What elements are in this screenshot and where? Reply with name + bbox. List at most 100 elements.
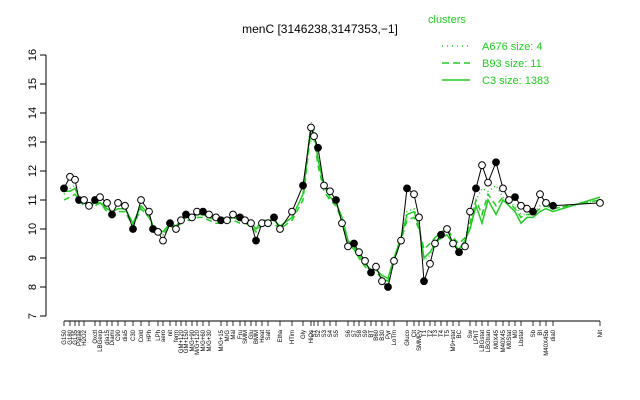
data-point xyxy=(288,207,296,216)
x-tick-label: Sb xyxy=(531,329,537,337)
x-tick-label: Pyr xyxy=(386,330,392,339)
chart-title: menC [3146238,3147353,−1] xyxy=(242,22,398,36)
data-point xyxy=(536,190,544,199)
data-point xyxy=(60,184,68,193)
x-tick-label: nit xyxy=(168,330,174,337)
y-tick-label: 7 xyxy=(27,313,39,319)
data-point xyxy=(103,199,111,207)
x-tick-label: T4 xyxy=(439,329,445,337)
data-point xyxy=(549,201,557,210)
y-tick-label: 10 xyxy=(27,223,39,235)
data-point xyxy=(252,236,260,245)
y-tick-label: 9 xyxy=(27,255,39,261)
data-point xyxy=(159,236,167,245)
x-tick-label: M9+stat xyxy=(451,330,457,352)
x-tick-label: HPh xyxy=(147,330,153,342)
x-tick-label: LoTm xyxy=(392,330,398,345)
data-point xyxy=(205,210,213,219)
data-point xyxy=(397,236,405,245)
x-tick-label: HiOs xyxy=(309,330,315,343)
x-tick-label: Glu xyxy=(249,330,255,339)
x-tick-label: Sw xyxy=(468,329,474,338)
legend-label-c3: C3 size: 1383 xyxy=(482,75,549,87)
x-tick-label: S2 xyxy=(316,329,322,337)
x-tick-label: Diami xyxy=(110,330,116,345)
data-point xyxy=(437,230,445,239)
data-point xyxy=(415,213,423,222)
x-tick-label: M0 xyxy=(513,329,519,338)
data-point xyxy=(154,228,162,236)
y-tick-label: 15 xyxy=(27,78,39,90)
x-tick-label: SMMPy xyxy=(417,330,423,351)
data-point xyxy=(403,184,411,193)
x-tick-label: S9 xyxy=(363,329,369,337)
data-point xyxy=(420,277,428,286)
x-tick-label: T5 xyxy=(445,329,451,337)
data-point xyxy=(172,225,180,233)
data-point xyxy=(320,181,328,190)
data-point xyxy=(431,239,439,248)
x-tick-label: M/G xyxy=(225,330,231,342)
data-point xyxy=(307,123,315,132)
data-point xyxy=(410,190,418,199)
x-tick-label: M/G+60 xyxy=(201,329,207,351)
x-tick-label: M/G+15 xyxy=(219,329,225,351)
data-point xyxy=(338,219,346,228)
data-point xyxy=(177,216,185,225)
data-point xyxy=(596,199,604,207)
data-point xyxy=(529,207,537,216)
x-tick-label: C90 xyxy=(116,329,122,341)
x-tick-label: Gluco xyxy=(405,329,411,345)
x-tick-label: G135 xyxy=(73,329,79,344)
data-point xyxy=(426,259,434,268)
x-tick-label: T3 xyxy=(433,329,439,337)
data-point xyxy=(137,196,145,204)
data-point xyxy=(390,257,398,265)
x-tick-label: HTim xyxy=(290,330,296,344)
data-point xyxy=(326,187,334,196)
x-tick-label: Lbstat xyxy=(519,330,525,347)
x-tick-label: SMM xyxy=(243,330,249,344)
data-point xyxy=(229,210,237,219)
data-point xyxy=(85,201,93,210)
data-point xyxy=(542,199,550,207)
data-point xyxy=(314,143,322,152)
y-tick-label: 11 xyxy=(27,194,39,205)
x-tick-label: G150 xyxy=(62,329,68,344)
data-point xyxy=(378,277,386,286)
x-tick-label: BI xyxy=(538,330,544,336)
x-tick-label: S6 xyxy=(346,329,352,337)
x-tick-label: Fru xyxy=(238,330,244,339)
data-point xyxy=(96,193,104,202)
data-point xyxy=(372,262,380,271)
x-tick-label: BT xyxy=(369,330,375,338)
data-point xyxy=(166,219,174,228)
x-tick-label: LBGtran xyxy=(486,330,492,352)
x-tick-label: Heat xyxy=(260,330,266,343)
data-point xyxy=(108,210,116,219)
x-tick-label: M40X45 xyxy=(501,329,507,352)
x-tick-label: Salt xyxy=(266,330,272,341)
data-point xyxy=(71,175,79,184)
data-point xyxy=(367,268,375,277)
data-point xyxy=(276,225,284,233)
data-point xyxy=(188,213,196,222)
y-tick-label: 14 xyxy=(27,107,39,119)
data-point xyxy=(129,225,137,233)
x-tick-label: ferm xyxy=(174,330,180,342)
x-tick-label: LPhT xyxy=(474,330,480,345)
x-tick-label: T2 xyxy=(428,329,434,337)
x-tick-label: GM+150 xyxy=(184,329,190,353)
data-point xyxy=(511,193,519,202)
expression-series xyxy=(60,123,604,291)
data-point xyxy=(466,207,474,216)
x-tick-label: M/G+120 xyxy=(195,329,201,355)
data-point xyxy=(484,178,492,187)
x-tick-label: dia15 xyxy=(105,329,111,344)
x-tick-label: dia0 xyxy=(551,329,557,341)
data-point xyxy=(449,239,457,248)
data-point xyxy=(223,216,231,225)
data-point xyxy=(478,161,486,170)
